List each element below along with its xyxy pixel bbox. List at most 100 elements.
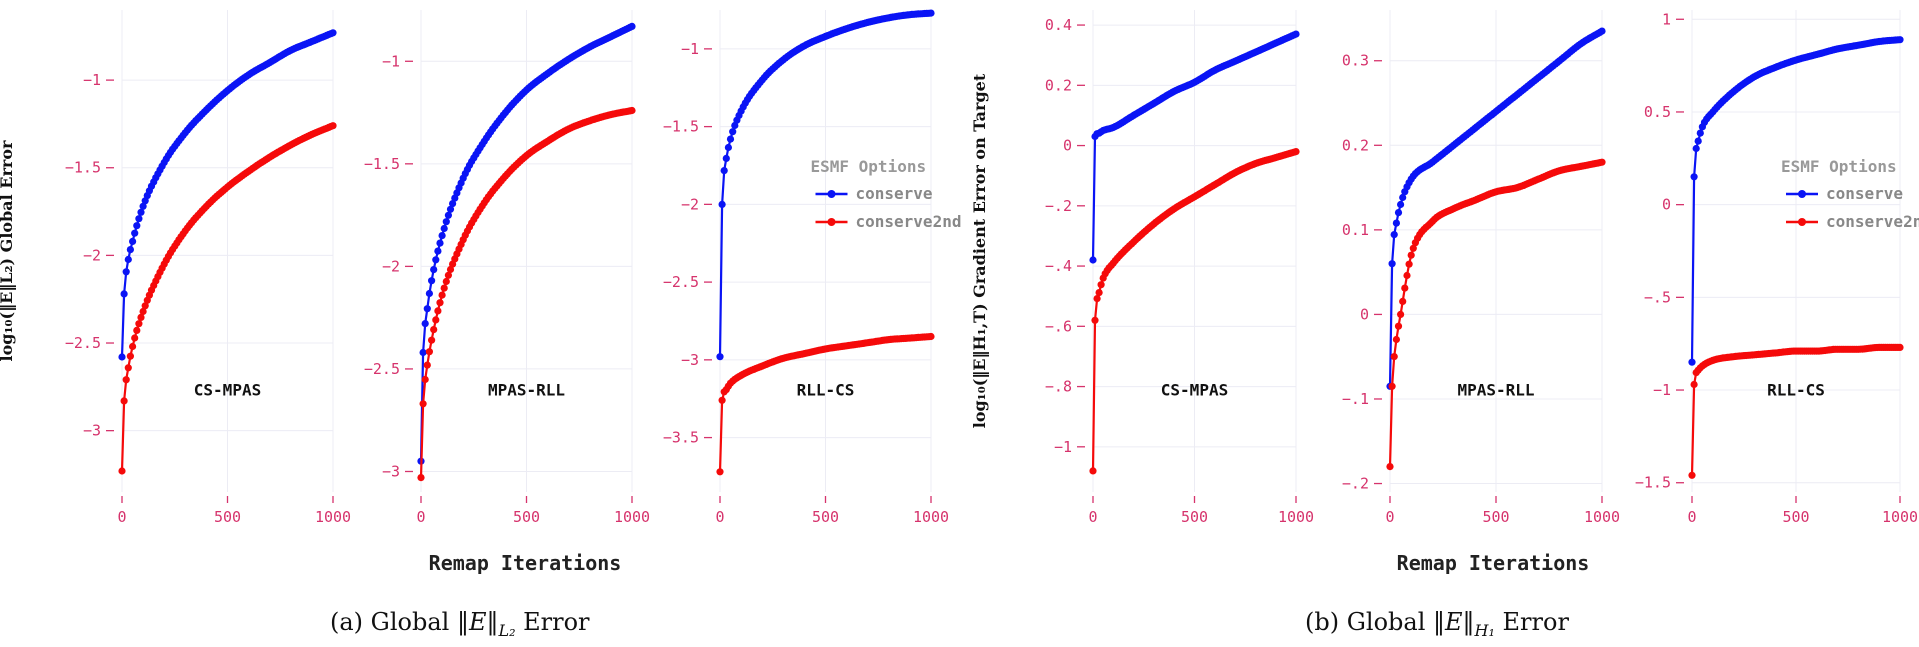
- x-axis-title: Remap Iterations: [1397, 551, 1590, 575]
- x-tick-label: 1000: [1584, 508, 1620, 526]
- data-point-conserve2nd: [133, 326, 141, 334]
- data-point-conserve2nd: [139, 307, 147, 316]
- data-point-conserve: [1598, 27, 1606, 35]
- data-point-conserve: [434, 247, 442, 255]
- data-point-conserve: [423, 305, 431, 313]
- y-tick-label: 0.5: [1644, 103, 1671, 121]
- x-tick-label: 1000: [614, 508, 650, 526]
- data-point-conserve2nd: [438, 291, 446, 299]
- x-tick-label: 500: [1482, 508, 1509, 526]
- data-point-conserve2nd: [1598, 158, 1606, 166]
- data-point-conserve2nd: [430, 326, 438, 334]
- y-tick-label: −3: [83, 422, 101, 440]
- data-point-conserve: [446, 205, 455, 213]
- data-point-conserve: [722, 154, 730, 162]
- data-point-conserve2nd: [1089, 467, 1097, 475]
- legend: ESMF Options conserve conserve2nd: [811, 157, 962, 231]
- data-point-conserve2nd: [425, 348, 433, 356]
- data-point-conserve2nd: [1397, 310, 1405, 318]
- x-tick-label: 0: [1385, 508, 1394, 526]
- y-tick-label: −.2: [1342, 475, 1369, 493]
- data-point-conserve: [1399, 193, 1407, 202]
- data-point-conserve2nd: [1401, 284, 1409, 292]
- data-point-conserve2nd: [1386, 463, 1394, 471]
- chart-panel-rll-cs: −1.5 −1 −.5 0 0.5 1 0 500 1000 RLL-CS ESMF Options…: [1635, 10, 1919, 526]
- y-tick-label: −1.5: [65, 159, 101, 177]
- y-tick-label: −2.5: [364, 360, 400, 378]
- caption-prefix: (a) Global: [330, 608, 457, 636]
- y-tick-label: −1: [1653, 381, 1671, 399]
- caption-prefix: (b) Global: [1305, 608, 1433, 636]
- legend-entry-conserve: conserve: [856, 184, 933, 203]
- data-point-conserve: [139, 202, 147, 210]
- y-tick-label: −1: [382, 52, 400, 70]
- data-point-conserve2nd: [1399, 297, 1407, 305]
- y-tick-label: −.2: [1045, 197, 1072, 215]
- legend: ESMF Options conserve conserve2nd: [1781, 157, 1919, 231]
- data-point-conserve2nd: [1896, 343, 1904, 351]
- data-point-conserve: [425, 289, 433, 298]
- y-tick-label: −.4: [1045, 257, 1072, 275]
- data-point-conserve: [436, 239, 444, 247]
- data-point-conserve2nd: [1091, 316, 1099, 324]
- data-point-conserve2nd: [1392, 335, 1400, 344]
- y-tick-label: 0.2: [1045, 76, 1072, 94]
- data-point-conserve2nd: [1390, 353, 1398, 361]
- data-point-conserve2nd: [124, 364, 132, 372]
- y-tick-label: −2.5: [663, 273, 699, 291]
- data-point-conserve2nd: [444, 271, 452, 279]
- y-tick-label: −.8: [1045, 378, 1072, 396]
- panel-title: RLL-CS: [1767, 381, 1825, 400]
- chart-panel-mpas-rll: −.2 −.1 0 0.1 0.2 0.3 0 500 1000 MPAS-RLL: [1342, 10, 1620, 526]
- data-point-conserve: [449, 200, 457, 208]
- data-point-conserve2nd: [436, 299, 444, 307]
- data-point-conserve: [1896, 36, 1904, 44]
- data-point-conserve2nd: [1409, 244, 1417, 252]
- chart-panel-mpas-rll: −3 −2.5 −2 −1.5 −1 0 500 1000 MPAS-RLL: [364, 10, 650, 526]
- legend-title: ESMF Options: [811, 157, 927, 176]
- data-point-conserve2nd: [1407, 251, 1415, 259]
- y-tick-label: −1: [83, 71, 101, 89]
- x-tick-label: 0: [1088, 508, 1097, 526]
- data-point-conserve: [1392, 219, 1400, 227]
- data-point-conserve: [131, 229, 139, 237]
- data-point-conserve: [137, 208, 145, 216]
- legend-swatch-marker-conserve: [827, 190, 836, 198]
- data-point-conserve2nd: [628, 106, 636, 115]
- panel-title: RLL-CS: [797, 381, 855, 400]
- caption-norm: ‖E‖: [456, 608, 499, 636]
- data-point-conserve2nd: [1388, 382, 1396, 390]
- y-tick-label: −3: [382, 462, 400, 480]
- y-tick-label: −.1: [1342, 390, 1369, 408]
- data-point-conserve2nd: [423, 361, 431, 369]
- data-point-conserve2nd: [135, 320, 143, 328]
- data-point-conserve2nd: [419, 400, 427, 408]
- x-tick-label: 1000: [913, 508, 949, 526]
- data-point-conserve: [122, 268, 130, 276]
- x-tick-label: 1000: [1882, 508, 1918, 526]
- x-tick-label: 500: [513, 508, 540, 526]
- caption-global-l2-error: (a) Global ‖E‖L₂ Error: [330, 608, 590, 640]
- caption-suffix: Error: [515, 608, 590, 636]
- data-point-conserve2nd: [137, 313, 145, 321]
- data-point-conserve2nd: [432, 316, 440, 324]
- x-tick-label: 1000: [315, 508, 351, 526]
- x-tick-label: 0: [1687, 508, 1696, 526]
- data-point-conserve2nd: [421, 375, 429, 384]
- legend-swatch-marker-conserve: [1798, 190, 1806, 198]
- data-point-conserve2nd: [129, 342, 137, 351]
- legend-entry-conserve: conserve: [1826, 184, 1903, 203]
- caption-subscript: L₂: [498, 621, 516, 640]
- data-point-conserve2nd: [434, 307, 442, 315]
- data-point-conserve2nd: [428, 336, 436, 344]
- data-point-conserve: [720, 167, 728, 175]
- data-point-conserve: [444, 211, 452, 219]
- y-tick-label: −2: [83, 246, 101, 264]
- data-point-conserve: [135, 215, 143, 223]
- data-point-conserve: [1690, 173, 1698, 181]
- data-point-conserve: [438, 232, 446, 240]
- legend-swatch-marker-conserve2nd: [827, 218, 836, 226]
- data-point-conserve: [1397, 200, 1405, 209]
- panel-title: MPAS-RLL: [488, 381, 565, 400]
- data-point-conserve2nd: [1097, 281, 1105, 289]
